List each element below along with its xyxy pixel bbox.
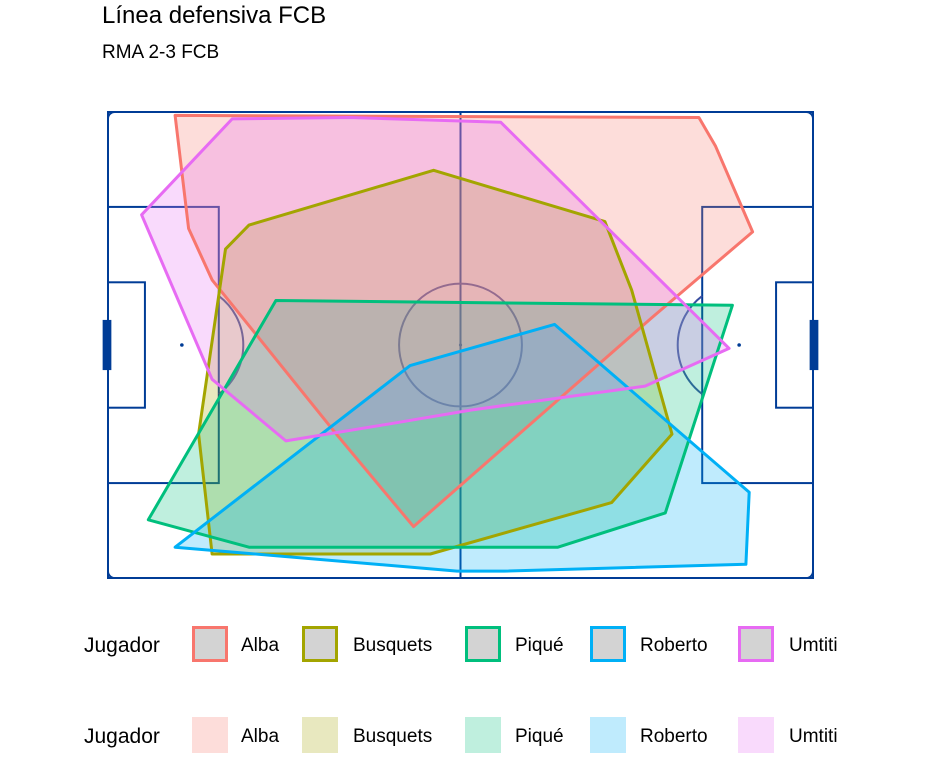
- legend-colour: Jugador Alba Busquets Piqué Roberto Umtiti: [84, 626, 838, 662]
- area-fill-alba: [175, 115, 753, 527]
- legend-label: Umtiti: [789, 635, 838, 656]
- penalty-spot-left: [180, 343, 184, 347]
- legend-key: [192, 717, 228, 753]
- goal-right: [809, 319, 819, 371]
- goal-area-left: [107, 281, 146, 409]
- corner-arc: [107, 571, 115, 579]
- legend-key: [590, 626, 626, 662]
- chart-title: Línea defensiva FCB: [102, 2, 326, 29]
- legend-label: Umtiti: [789, 726, 838, 747]
- legend-key: [192, 626, 228, 662]
- area-outline-umtiti: [140, 116, 731, 443]
- legend-label: Busquets: [353, 726, 432, 747]
- legend-key-bg: [590, 717, 626, 753]
- area-fill-umtiti: [141, 117, 730, 441]
- area-outline-piqué: [146, 299, 734, 549]
- legend-key-bg: [302, 717, 338, 753]
- legend-label: Piqué: [515, 635, 564, 656]
- centre-spot: [458, 343, 463, 347]
- area-outline-busquets: [197, 168, 674, 556]
- legend-label: Roberto: [640, 726, 708, 747]
- legend-key: [590, 717, 626, 753]
- legend-key: [738, 626, 774, 662]
- legend-key: [738, 717, 774, 753]
- legend-key-bg: [738, 717, 774, 753]
- legend-key-bg: [192, 717, 228, 753]
- legend-key: [302, 717, 338, 753]
- legend-title: Jugador: [84, 725, 160, 748]
- area-outline-alba: [173, 113, 755, 529]
- legend-label: Roberto: [640, 635, 708, 656]
- legend-label: Busquets: [353, 635, 432, 656]
- football-pitch: [102, 111, 819, 579]
- corner-arc: [806, 571, 814, 579]
- legend-key: [465, 717, 501, 753]
- legend-label: Alba: [241, 635, 279, 656]
- penalty-arc-left: [218, 295, 245, 395]
- goal-area-right: [775, 281, 814, 409]
- centre-circle: [398, 282, 523, 408]
- legend-key-bg: [465, 717, 501, 753]
- legend-key: [465, 626, 501, 662]
- goal-left: [102, 319, 112, 371]
- area-fill-roberto: [175, 324, 750, 572]
- area-fill-busquets: [198, 170, 672, 555]
- player-area-fills: [141, 115, 753, 572]
- area-fill-piqué: [148, 300, 733, 548]
- area-outline-roberto: [173, 322, 751, 573]
- corner-arc: [806, 111, 814, 119]
- legend-title: Jugador: [84, 634, 160, 657]
- player-area-outlines: [140, 113, 755, 573]
- legend-label: Piqué: [515, 726, 564, 747]
- corner-arc: [107, 111, 115, 119]
- legend-key: [302, 626, 338, 662]
- chart-subtitle: RMA 2-3 FCB: [102, 42, 219, 63]
- penalty-spot-right: [737, 343, 741, 347]
- legend-fill: Jugador Alba Busquets Piqué Roberto Umtiti: [84, 717, 838, 753]
- legend-label: Alba: [241, 726, 279, 747]
